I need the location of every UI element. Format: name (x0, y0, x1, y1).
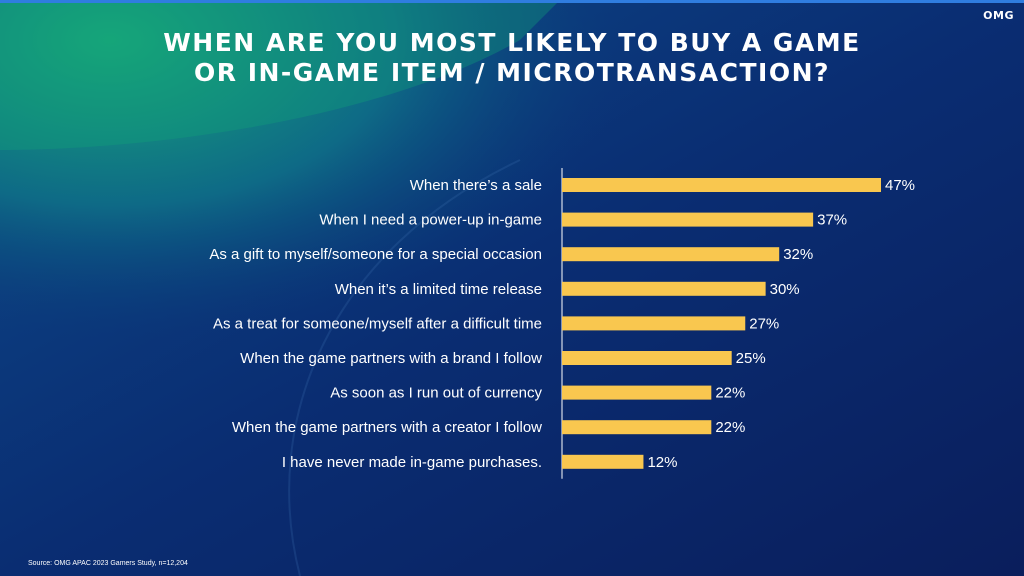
data-label: 47% (885, 177, 915, 194)
category-label: As a treat for someone/myself after a di… (213, 315, 542, 332)
bar (562, 316, 746, 331)
brand-logo: OMG (983, 9, 1014, 22)
category-label: When I need a power-up in-game (319, 212, 542, 229)
category-label: When it’s a limited time release (335, 281, 542, 298)
category-label: When the game partners with a creator I … (232, 419, 542, 436)
title-line-1: WHEN ARE YOU MOST LIKELY TO BUY A GAME (163, 28, 861, 57)
data-label: 22% (715, 419, 745, 436)
data-label: 30% (770, 281, 800, 298)
data-label: 12% (647, 454, 677, 471)
bar (562, 351, 732, 365)
category-label: When there’s a sale (410, 177, 542, 194)
data-label: 32% (783, 246, 813, 263)
category-label: I have never made in-game purchases. (282, 454, 542, 471)
data-label: 22% (715, 385, 745, 402)
bar (562, 178, 881, 192)
category-label: As soon as I run out of currency (330, 385, 542, 402)
bar (562, 281, 766, 296)
chart-title: WHEN ARE YOU MOST LIKELY TO BUY A GAME O… (0, 28, 1024, 88)
data-label: 37% (817, 212, 847, 229)
bar (562, 247, 780, 262)
bar (562, 454, 644, 469)
bar (562, 420, 712, 435)
data-label: 27% (749, 315, 779, 332)
source-note: Source: OMG APAC 2023 Gamers Study, n=12… (28, 560, 188, 567)
category-label: As a gift to myself/someone for a specia… (209, 246, 542, 263)
bar (562, 212, 814, 227)
bar (562, 385, 712, 400)
top-accent-line (0, 0, 1024, 3)
title-line-2: OR IN-GAME ITEM / MICROTRANSACTION? (193, 58, 831, 87)
data-label: 25% (736, 350, 766, 367)
category-label: When the game partners with a brand I fo… (240, 350, 542, 367)
